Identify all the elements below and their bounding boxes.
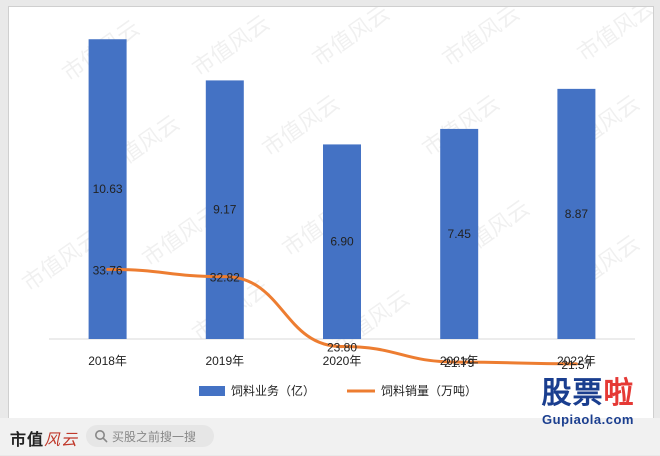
site-logo[interactable]: 市值风云 (10, 426, 78, 450)
watermark-text: 市值风云 (573, 7, 653, 67)
brand-accent: 啦 (603, 376, 635, 411)
watermark-text: 市值风云 (188, 11, 274, 82)
search-icon (95, 430, 108, 443)
bar (557, 88, 596, 339)
site-logo-text: 市值 (10, 430, 45, 449)
search-box[interactable]: 买股之前搜一搜 (86, 425, 214, 447)
line-data-label: 21.79 (444, 356, 474, 370)
brand-text: 股票 (541, 376, 604, 411)
site-logo-script: 风云 (44, 430, 79, 449)
bar-data-label: 6.90 (330, 235, 354, 249)
line-data-label: 33.76 (93, 263, 123, 277)
x-tick-label: 2020年 (323, 354, 362, 368)
watermark-text: 市值风云 (308, 7, 394, 72)
legend-label-line: 饲料销量（万吨） (381, 384, 477, 398)
line-series (106, 267, 578, 366)
line-data-label: 23.80 (327, 341, 357, 355)
line-data-label: 32.82 (210, 271, 240, 285)
bar-data-label: 10.63 (93, 182, 123, 196)
brand-url: Gupiaola.com (542, 412, 634, 427)
brand-logo[interactable]: 股票啦 Gupiaola.com (528, 376, 648, 456)
bar (323, 144, 361, 339)
x-tick-label: 2018年 (88, 354, 127, 368)
bar (440, 128, 479, 339)
watermark-text: 市值风云 (438, 7, 524, 72)
bar (205, 80, 244, 339)
footer-bar: 市值风云 买股之前搜一搜 股票啦 Gupiaola.com (0, 376, 660, 455)
bar-data-label: 9.17 (213, 203, 237, 217)
chart-card: 市值风云 市值风云 市值风云 市值风云 市值风云 市值风云 市值风云 市值风云 市值风云 市值风云… (8, 6, 654, 420)
legend: 饲料业务（亿） 饲料销量（万吨） (199, 383, 477, 398)
legend-label-bar: 饲料业务（亿） (231, 383, 315, 398)
x-tick-label: 2019年 (205, 354, 244, 368)
bar-data-label: 8.87 (565, 207, 589, 221)
x-tick-label: 2022年 (557, 354, 596, 368)
x-tick-label: 2021年 (440, 354, 479, 368)
bar (88, 39, 127, 339)
bar-data-label: 7.45 (448, 227, 472, 241)
line-data-label: 21.57 (561, 358, 591, 372)
legend-swatch-bar (199, 386, 225, 396)
search-placeholder: 买股之前搜一搜 (112, 429, 197, 444)
